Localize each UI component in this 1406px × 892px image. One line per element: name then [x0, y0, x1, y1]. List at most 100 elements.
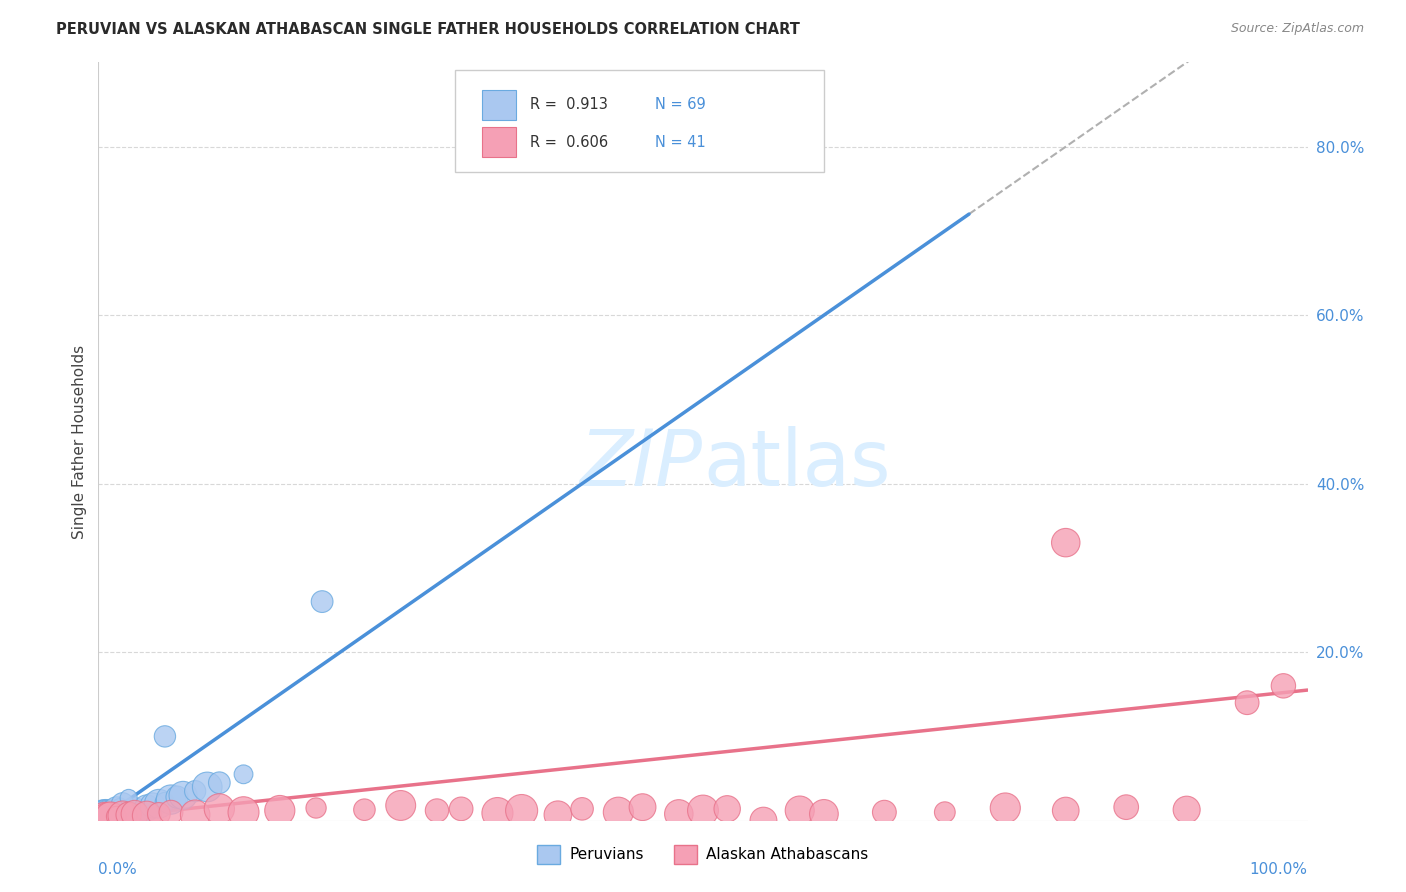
Point: [115, 808, 138, 822]
Point: [232, 767, 254, 781]
Point: [117, 806, 139, 821]
Point: [118, 807, 141, 822]
Point: [101, 805, 124, 820]
Point: [813, 806, 835, 821]
Point: [450, 802, 472, 816]
Point: [426, 804, 449, 818]
Point: [160, 805, 183, 820]
Text: Source: ZipAtlas.com: Source: ZipAtlas.com: [1230, 22, 1364, 36]
Point: [111, 797, 134, 811]
Point: [1054, 804, 1077, 818]
Point: [994, 801, 1017, 815]
Point: [311, 594, 333, 608]
Point: [305, 801, 328, 815]
Text: PERUVIAN VS ALASKAN ATHABASCAN SINGLE FATHER HOUSEHOLDS CORRELATION CHART: PERUVIAN VS ALASKAN ATHABASCAN SINGLE FA…: [56, 22, 800, 37]
Point: [1236, 696, 1258, 710]
Point: [93, 811, 115, 825]
Point: [103, 808, 125, 822]
Point: [94, 810, 117, 824]
Point: [90, 811, 112, 825]
Point: [135, 801, 157, 815]
Point: [89, 810, 111, 824]
Point: [148, 797, 170, 811]
Point: [389, 798, 412, 813]
Point: [98, 810, 121, 824]
Point: [94, 807, 117, 822]
Point: [112, 809, 135, 823]
Point: [160, 792, 183, 806]
Point: [100, 806, 122, 821]
Point: [105, 809, 128, 823]
Point: [94, 808, 117, 822]
Text: N = 69: N = 69: [655, 97, 706, 112]
Point: [1115, 800, 1137, 814]
Point: [91, 810, 114, 824]
Point: [96, 809, 118, 823]
Point: [101, 810, 124, 824]
Text: R =  0.913: R = 0.913: [530, 97, 607, 112]
Point: [96, 806, 118, 821]
Point: [153, 730, 176, 744]
Point: [91, 810, 114, 824]
Point: [208, 776, 231, 790]
Point: [90, 809, 112, 823]
Point: [91, 807, 114, 822]
Point: [107, 810, 129, 824]
Point: [110, 807, 132, 822]
Point: [108, 808, 131, 822]
Point: [105, 807, 128, 822]
Point: [232, 805, 254, 820]
Point: [184, 807, 207, 822]
Point: [752, 814, 775, 828]
Point: [716, 802, 738, 816]
Point: [93, 808, 115, 822]
Point: [91, 809, 114, 823]
Point: [90, 808, 112, 822]
Point: [96, 809, 118, 823]
Text: atlas: atlas: [703, 426, 890, 502]
Point: [353, 803, 375, 817]
FancyBboxPatch shape: [456, 70, 824, 172]
Point: [184, 784, 207, 798]
Point: [124, 806, 146, 821]
Point: [172, 789, 194, 803]
Point: [571, 802, 593, 816]
Point: [108, 799, 131, 814]
Point: [135, 808, 157, 822]
Point: [89, 812, 111, 826]
Point: [100, 809, 122, 823]
Point: [789, 804, 811, 818]
Legend: Peruvians, Alaskan Athabascans: Peruvians, Alaskan Athabascans: [531, 839, 875, 870]
Point: [91, 806, 114, 821]
Point: [100, 811, 122, 825]
Point: [166, 790, 188, 805]
Point: [100, 808, 122, 822]
Point: [97, 811, 120, 825]
FancyBboxPatch shape: [482, 90, 516, 120]
Point: [1054, 535, 1077, 549]
Point: [89, 811, 111, 825]
Point: [208, 802, 231, 816]
Point: [97, 807, 120, 822]
Point: [486, 806, 509, 821]
Point: [1175, 803, 1198, 817]
Point: [111, 808, 134, 822]
Point: [668, 806, 690, 821]
Point: [631, 800, 654, 814]
Text: N = 41: N = 41: [655, 135, 706, 150]
Point: [98, 807, 121, 822]
Y-axis label: Single Father Households: Single Father Households: [72, 344, 87, 539]
Point: [873, 805, 896, 820]
Point: [91, 812, 114, 826]
Point: [129, 804, 152, 818]
Point: [100, 808, 122, 822]
Point: [105, 803, 128, 817]
Point: [91, 807, 114, 822]
Point: [91, 808, 114, 822]
FancyBboxPatch shape: [482, 127, 516, 157]
Text: R =  0.606: R = 0.606: [530, 135, 609, 150]
Point: [104, 809, 127, 823]
Point: [101, 807, 124, 822]
Point: [547, 807, 569, 822]
Point: [692, 804, 714, 818]
